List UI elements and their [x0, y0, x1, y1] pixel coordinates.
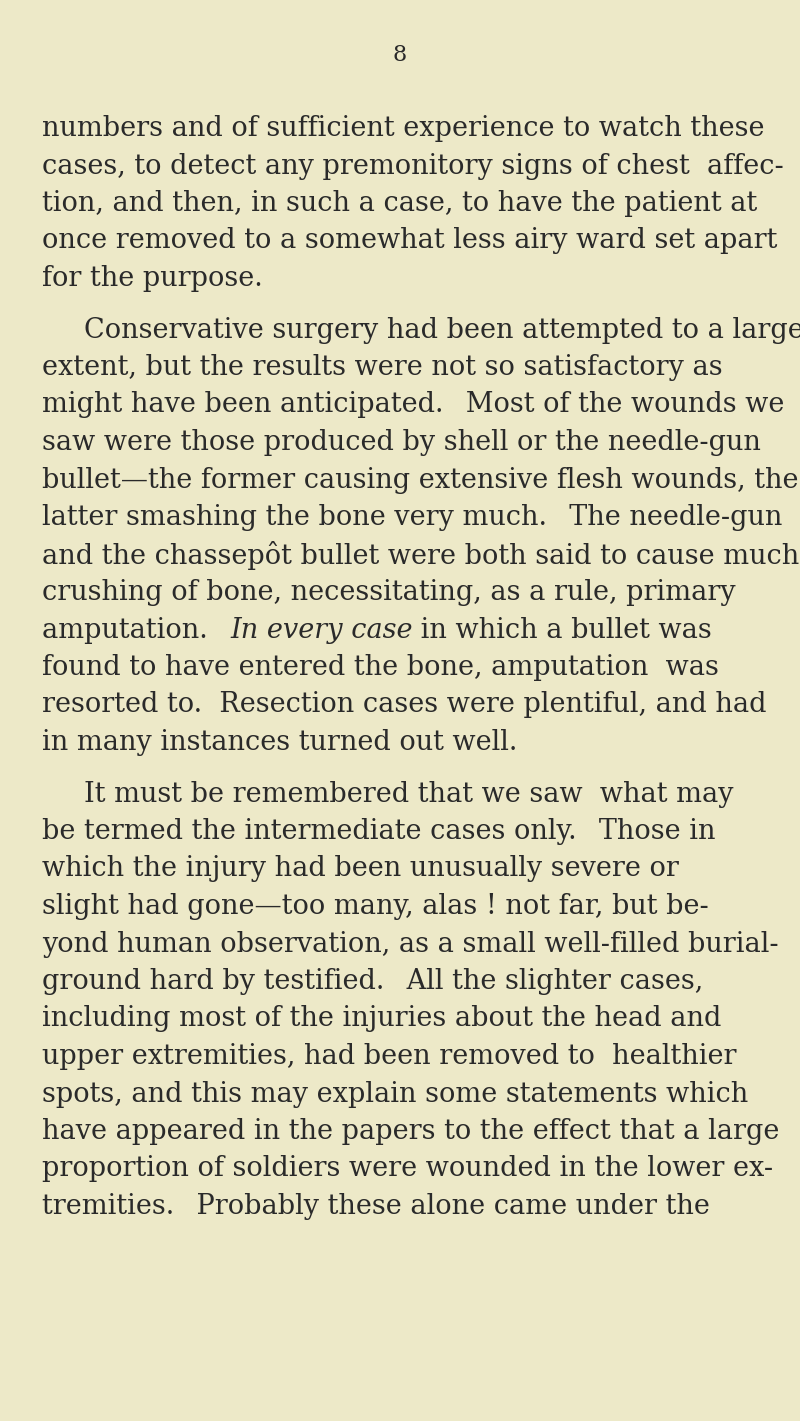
- Text: crushing of bone, necessitating, as a rule, primary: crushing of bone, necessitating, as a ru…: [42, 578, 736, 605]
- Text: latter smashing the bone very much.  The needle-gun: latter smashing the bone very much. The …: [42, 504, 782, 531]
- Text: and the chassepôt bullet were both said to cause much: and the chassepôt bullet were both said …: [42, 541, 799, 570]
- Text: in many instances turned out well.: in many instances turned out well.: [42, 729, 518, 756]
- Text: for the purpose.: for the purpose.: [42, 264, 262, 291]
- Text: bullet—the former causing extensive flesh wounds, the: bullet—the former causing extensive fles…: [42, 466, 798, 493]
- Text: 8: 8: [393, 44, 407, 65]
- Text: including most of the injuries about the head and: including most of the injuries about the…: [42, 1006, 722, 1033]
- Text: tion, and then, in such a case, to have the patient at: tion, and then, in such a case, to have …: [42, 190, 758, 217]
- Text: ground hard by testified.  All the slighter cases,: ground hard by testified. All the slight…: [42, 968, 703, 995]
- Text: slight had gone—too many, alas ! not far, but be-: slight had gone—too many, alas ! not far…: [42, 892, 709, 919]
- Text: in which a bullet was: in which a bullet was: [413, 617, 712, 644]
- Text: spots, and this may explain some statements which: spots, and this may explain some stateme…: [42, 1080, 748, 1107]
- Text: amputation.: amputation.: [42, 617, 230, 644]
- Text: have appeared in the papers to the effect that a large: have appeared in the papers to the effec…: [42, 1118, 779, 1145]
- Text: proportion of soldiers were wounded in the lower ex-: proportion of soldiers were wounded in t…: [42, 1155, 773, 1182]
- Text: might have been anticipated.  Most of the wounds we: might have been anticipated. Most of the…: [42, 392, 784, 419]
- Text: which the injury had been unusually severe or: which the injury had been unusually seve…: [42, 855, 679, 882]
- Text: It must be remembered that we saw  what may: It must be remembered that we saw what m…: [84, 780, 734, 807]
- Text: tremities.  Probably these alone came under the: tremities. Probably these alone came und…: [42, 1194, 710, 1221]
- Text: In every case: In every case: [230, 617, 413, 644]
- Text: found to have entered the bone, amputation  was: found to have entered the bone, amputati…: [42, 654, 719, 681]
- Text: Conservative surgery had been attempted to a large: Conservative surgery had been attempted …: [84, 317, 800, 344]
- Text: once removed to a somewhat less airy ward set apart: once removed to a somewhat less airy war…: [42, 227, 778, 254]
- Text: be termed the intermediate cases only.  Those in: be termed the intermediate cases only. T…: [42, 818, 715, 845]
- Text: saw were those produced by shell or the needle-gun: saw were those produced by shell or the …: [42, 429, 761, 456]
- Text: resorted to.  Resection cases were plentiful, and had: resorted to. Resection cases were plenti…: [42, 692, 766, 719]
- Text: numbers and of sufficient experience to watch these: numbers and of sufficient experience to …: [42, 115, 765, 142]
- Text: yond human observation, as a small well-filled burial-: yond human observation, as a small well-…: [42, 931, 778, 958]
- Text: upper extremities, had been removed to  healthier: upper extremities, had been removed to h…: [42, 1043, 737, 1070]
- Text: cases, to detect any premonitory signs of chest  affec-: cases, to detect any premonitory signs o…: [42, 152, 784, 179]
- Text: extent, but the results were not so satisfactory as: extent, but the results were not so sati…: [42, 354, 722, 381]
